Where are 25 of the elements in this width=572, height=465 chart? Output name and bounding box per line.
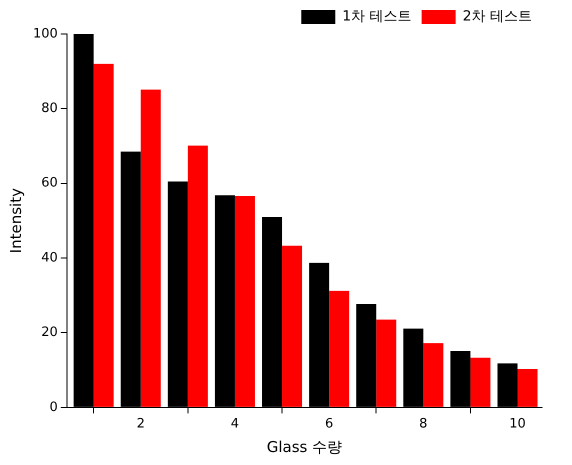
bar [188,146,208,407]
bar [94,64,114,407]
x-tick-label: 10 [509,416,526,432]
bar [234,196,255,407]
bar [140,90,161,407]
y-tick-label: 40 [41,250,58,266]
x-tick-label: 4 [230,416,240,432]
bar [282,246,302,407]
bar [423,343,444,407]
y-tick-label: 80 [41,101,58,116]
bar [329,290,350,407]
x-tick-label: 2 [136,416,145,432]
y-tick-label: 60 [41,176,58,191]
legend-label: 1차 테스트 [342,8,412,25]
x-tick-label: 6 [324,416,334,432]
bar [470,358,490,407]
y-axis-title: Intensity [6,188,25,254]
y-tick-label: 100 [32,26,58,42]
x-tick-label: 8 [419,416,428,432]
bar [518,368,538,407]
y-tick-label: 20 [41,325,58,340]
y-tick-label: 0 [50,400,58,415]
legend-label: 2차 테스트 [462,8,532,25]
x-axis-title: Glass 수량 [266,438,342,456]
bar [376,320,396,407]
